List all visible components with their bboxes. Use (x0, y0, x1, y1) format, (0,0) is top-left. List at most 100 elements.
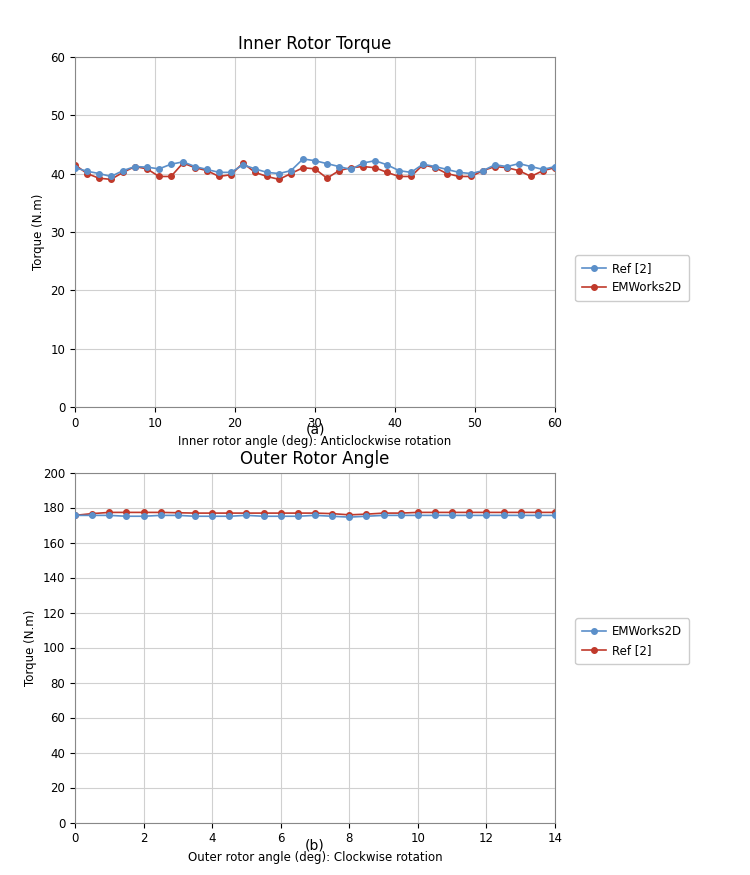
EMWorks2D (538, 165, 548, 176)
Ref [2] (298, 154, 307, 164)
X-axis label: Outer rotor angle (deg): Clockwise rotation: Outer rotor angle (deg): Clockwise rotat… (188, 850, 442, 864)
EMWorks2D (310, 510, 320, 521)
Ref [2] (516, 507, 525, 518)
Ref [2] (105, 507, 114, 518)
EMWorks2D (156, 510, 165, 521)
Ref [2] (274, 168, 284, 178)
EMWorks2D (334, 165, 344, 176)
EMWorks2D (322, 173, 332, 184)
EMWorks2D (293, 511, 302, 522)
Ref [2] (94, 168, 104, 178)
EMWorks2D (190, 511, 200, 522)
EMWorks2D (514, 165, 523, 176)
EMWorks2D (533, 510, 542, 521)
Ref [2] (122, 507, 131, 518)
Ref [2] (251, 164, 260, 174)
EMWorks2D (154, 172, 164, 182)
EMWorks2D (190, 163, 200, 173)
Ref [2] (526, 161, 536, 172)
Y-axis label: Torque (N.m): Torque (N.m) (24, 609, 38, 686)
Ref [2] (286, 165, 296, 176)
EMWorks2D (286, 168, 296, 178)
EMWorks2D (345, 512, 354, 522)
Ref [2] (550, 507, 560, 518)
Ref [2] (503, 161, 512, 172)
EMWorks2D (550, 510, 560, 521)
Ref [2] (514, 158, 523, 169)
EMWorks2D (105, 510, 114, 521)
Ref [2] (419, 159, 428, 170)
EMWorks2D (430, 163, 439, 173)
Ref [2] (370, 156, 380, 166)
Ref [2] (259, 507, 268, 518)
EMWorks2D (442, 168, 452, 178)
Ref [2] (142, 162, 152, 172)
EMWorks2D (503, 163, 512, 173)
Legend: Ref [2], EMWorks2D: Ref [2], EMWorks2D (575, 255, 689, 301)
EMWorks2D (139, 511, 148, 522)
EMWorks2D (499, 510, 508, 521)
Ref [2] (396, 507, 405, 518)
Ref [2] (406, 167, 416, 178)
EMWorks2D (238, 158, 248, 168)
EMWorks2D (298, 163, 307, 173)
EMWorks2D (396, 510, 405, 521)
Ref [2] (538, 164, 548, 175)
EMWorks2D (251, 167, 260, 178)
EMWorks2D (225, 511, 234, 522)
Ref [2] (154, 164, 164, 174)
Ref [2] (139, 507, 148, 518)
EMWorks2D (276, 511, 285, 522)
Ref [2] (190, 161, 200, 172)
Ref [2] (382, 159, 392, 170)
Ref [2] (379, 507, 388, 518)
EMWorks2D (419, 159, 428, 170)
Line: Ref [2]: Ref [2] (72, 156, 558, 179)
Ref [2] (454, 167, 464, 178)
EMWorks2D (122, 511, 131, 522)
EMWorks2D (394, 172, 404, 182)
Ref [2] (88, 508, 97, 519)
Ref [2] (178, 157, 188, 167)
EMWorks2D (94, 173, 104, 184)
Ref [2] (499, 507, 508, 518)
Ref [2] (82, 166, 92, 177)
EMWorks2D (465, 510, 474, 521)
EMWorks2D (310, 164, 320, 174)
Ref [2] (242, 507, 251, 518)
EMWorks2D (242, 510, 251, 521)
Ref [2] (413, 507, 422, 518)
EMWorks2D (406, 172, 416, 182)
Ref [2] (225, 507, 234, 518)
Ref [2] (310, 156, 320, 166)
EMWorks2D (526, 172, 536, 182)
Ref [2] (238, 159, 248, 170)
Ref [2] (130, 161, 140, 172)
Ref [2] (442, 164, 452, 175)
Ref [2] (478, 165, 488, 176)
Ref [2] (430, 161, 439, 172)
Ref [2] (310, 507, 320, 518)
EMWorks2D (413, 510, 422, 521)
EMWorks2D (328, 511, 337, 522)
Ref [2] (262, 167, 272, 178)
EMWorks2D (226, 170, 236, 180)
EMWorks2D (490, 161, 500, 172)
Ref [2] (430, 507, 439, 518)
X-axis label: Inner rotor angle (deg): Anticlockwise rotation: Inner rotor angle (deg): Anticlockwise r… (178, 435, 452, 448)
Ref [2] (466, 168, 476, 178)
EMWorks2D (259, 511, 268, 522)
EMWorks2D (208, 511, 217, 522)
Ref [2] (362, 509, 371, 520)
Ref [2] (448, 507, 457, 518)
Text: (a): (a) (305, 423, 325, 437)
Title: Inner Rotor Torque: Inner Rotor Torque (238, 34, 392, 52)
EMWorks2D (118, 167, 128, 178)
Ref [2] (173, 507, 182, 518)
Ref [2] (465, 507, 474, 518)
EMWorks2D (274, 174, 284, 185)
Ref [2] (166, 159, 176, 170)
EMWorks2D (550, 163, 560, 173)
Legend: EMWorks2D, Ref [2]: EMWorks2D, Ref [2] (575, 619, 689, 664)
EMWorks2D (362, 511, 371, 522)
